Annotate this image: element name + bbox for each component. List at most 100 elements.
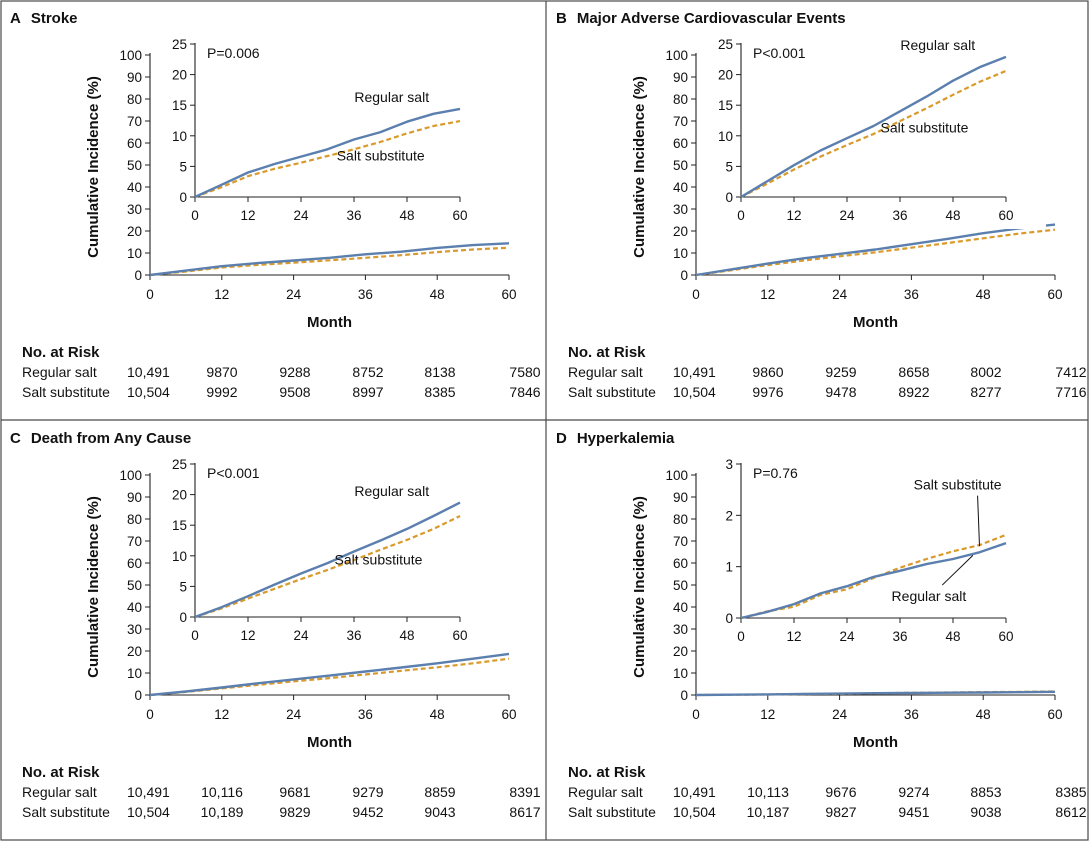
series-label-salt-substitute: Salt substitute bbox=[337, 147, 425, 163]
y-axis-title: Cumulative Incidence (%) bbox=[631, 76, 648, 258]
y-tick-label: 80 bbox=[127, 92, 142, 107]
risk-cell: 10,491 bbox=[673, 784, 716, 800]
risk-cell: 8922 bbox=[898, 384, 929, 400]
y-tick-label: 20 bbox=[127, 644, 142, 659]
y-tick-label: 40 bbox=[673, 600, 688, 615]
risk-cell: 8277 bbox=[970, 384, 1001, 400]
inset-y-tick-label: 5 bbox=[725, 159, 733, 174]
y-tick-label: 30 bbox=[673, 622, 688, 637]
y-tick-label: 50 bbox=[127, 578, 142, 593]
y-tick-label: 50 bbox=[127, 158, 142, 173]
x-tick-label: 36 bbox=[904, 287, 919, 302]
y-tick-label: 10 bbox=[127, 666, 142, 681]
risk-cell: 9508 bbox=[279, 384, 310, 400]
risk-cell: 9274 bbox=[898, 784, 929, 800]
main-series-regular-salt bbox=[149, 652, 510, 697]
inset-y-tick-label: 15 bbox=[172, 98, 187, 113]
y-axis-title: Cumulative Incidence (%) bbox=[631, 496, 648, 678]
risk-cell: 10,113 bbox=[747, 784, 789, 800]
risk-cell: 9870 bbox=[206, 364, 237, 380]
risk-cell: 8752 bbox=[352, 364, 383, 380]
inset-x-tick-label: 24 bbox=[293, 208, 309, 223]
inset-x-tick-label: 12 bbox=[786, 208, 801, 223]
x-tick-label: 48 bbox=[430, 287, 445, 302]
risk-row-label: Regular salt bbox=[568, 364, 643, 380]
y-tick-label: 100 bbox=[119, 48, 142, 63]
risk-cell: 10,491 bbox=[127, 784, 170, 800]
x-tick-label: 36 bbox=[358, 287, 373, 302]
inset-y-tick-label: 0 bbox=[725, 190, 733, 205]
x-tick-label: 24 bbox=[286, 707, 302, 722]
inset-background bbox=[155, 36, 500, 229]
risk-cell: 8859 bbox=[424, 784, 455, 800]
y-tick-label: 10 bbox=[127, 246, 142, 261]
x-axis-title: Month bbox=[307, 734, 352, 751]
inset-axes: 0 5 10 15 20 25 0 12 24 36 48 60 P<0.001 Regular salt… bbox=[701, 36, 1046, 229]
y-tick-label: 40 bbox=[673, 180, 688, 195]
y-tick-label: 0 bbox=[134, 268, 142, 283]
inset-y-tick-label: 0 bbox=[179, 610, 187, 625]
inset-y-tick-label: 15 bbox=[172, 518, 187, 533]
inset-series-regular-salt bbox=[194, 107, 461, 199]
series-label-salt-substitute: Salt substitute bbox=[914, 477, 1002, 493]
x-tick-label: 12 bbox=[760, 287, 775, 302]
panel-letter: A bbox=[10, 10, 21, 27]
y-tick-label: 80 bbox=[673, 512, 688, 527]
inset-x-tick-label: 0 bbox=[191, 628, 199, 643]
risk-table-row: Salt substitute 10,504 10,189 9829 9452 9043 8… bbox=[22, 804, 541, 820]
inset-y-tick-label: 20 bbox=[172, 488, 187, 503]
risk-cell: 10,504 bbox=[127, 804, 170, 820]
x-axis-title: Month bbox=[307, 314, 352, 331]
risk-row-label: Regular salt bbox=[22, 784, 97, 800]
y-tick-label: 60 bbox=[127, 556, 142, 571]
y-tick-label: 40 bbox=[127, 600, 142, 615]
x-tick-label: 12 bbox=[214, 287, 229, 302]
series-label-salt-substitute: Salt substitute bbox=[335, 551, 423, 567]
x-axis-title: Month bbox=[853, 734, 898, 751]
inset-x-tick-label: 48 bbox=[945, 629, 960, 644]
x-tick-label: 48 bbox=[976, 707, 991, 722]
risk-cell: 9827 bbox=[825, 804, 856, 820]
risk-cell: 8997 bbox=[352, 384, 383, 400]
inset-background bbox=[701, 36, 1046, 229]
inset-x-tick-label: 36 bbox=[892, 629, 907, 644]
y-tick-label: 20 bbox=[127, 224, 142, 239]
inset-y-tick-label: 10 bbox=[172, 549, 187, 564]
x-tick-label: 0 bbox=[692, 707, 700, 722]
risk-table-row: Salt substitute 10,504 10,187 9827 9451 9038 8… bbox=[568, 804, 1087, 820]
risk-table: No. at Risk Regular salt 10,491 10,116 9681 9… bbox=[22, 764, 541, 820]
inset-x-tick-label: 0 bbox=[737, 629, 745, 644]
risk-table-heading: No. at Risk bbox=[568, 344, 646, 361]
risk-cell: 8658 bbox=[898, 364, 929, 380]
p-value: P=0.006 bbox=[207, 45, 260, 61]
inset-x-tick-label: 48 bbox=[399, 628, 414, 643]
risk-row-label: Salt substitute bbox=[22, 384, 110, 400]
risk-table-row: Regular salt 10,491 10,116 9681 9279 8859 8391 bbox=[22, 784, 541, 800]
risk-cell: 9992 bbox=[206, 384, 237, 400]
inset-y-tick-label: 0 bbox=[725, 611, 733, 626]
x-tick-label: 0 bbox=[146, 707, 154, 722]
risk-table-heading: No. at Risk bbox=[568, 764, 646, 781]
risk-cell: 8385 bbox=[1055, 784, 1086, 800]
p-value: P<0.001 bbox=[207, 465, 260, 481]
panel-title: A Stroke bbox=[10, 10, 78, 27]
y-axis-title: Cumulative Incidence (%) bbox=[85, 496, 102, 678]
inset-x-tick-label: 0 bbox=[737, 208, 745, 223]
y-tick-label: 60 bbox=[127, 136, 142, 151]
inset-series-regular-salt bbox=[740, 55, 1007, 199]
risk-cell: 9676 bbox=[825, 784, 856, 800]
inset-x-tick-label: 36 bbox=[346, 208, 361, 223]
panel-b: B Major Adverse Cardiovascular Events 0 10 2… bbox=[556, 10, 1087, 400]
inset-x-tick-label: 0 bbox=[191, 208, 199, 223]
y-tick-label: 0 bbox=[680, 688, 688, 703]
x-tick-label: 48 bbox=[430, 707, 445, 722]
p-value: P<0.001 bbox=[753, 45, 806, 61]
x-tick-label: 0 bbox=[692, 287, 700, 302]
